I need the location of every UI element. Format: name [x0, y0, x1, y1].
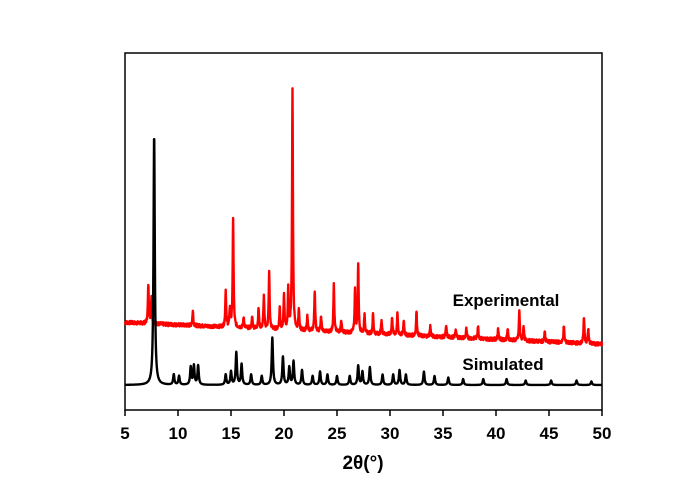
series-line-simulated — [124, 138, 603, 387]
x-tick-label: 20 — [275, 424, 294, 443]
x-tick-label: 5 — [120, 424, 129, 443]
x-tick-label: 35 — [434, 424, 453, 443]
series-line-experimental — [124, 87, 604, 347]
x-tick-label: 45 — [540, 424, 559, 443]
series-label-simulated: Simulated — [462, 355, 543, 374]
x-tick-label: 15 — [222, 424, 241, 443]
x-tick-label: 40 — [487, 424, 506, 443]
plot-frame — [124, 52, 603, 411]
x-tick-label: 50 — [593, 424, 612, 443]
x-tick-label: 30 — [381, 424, 400, 443]
x-axis-ticks: 5 10 15 20 25 30 35 40 45 50 — [120, 410, 611, 443]
series-label-experimental: Experimental — [453, 291, 560, 310]
x-tick-label: 25 — [328, 424, 347, 443]
x-axis-title: 2θ(°) — [342, 453, 383, 474]
x-tick-label: 10 — [169, 424, 188, 443]
series-layer — [124, 87, 604, 387]
